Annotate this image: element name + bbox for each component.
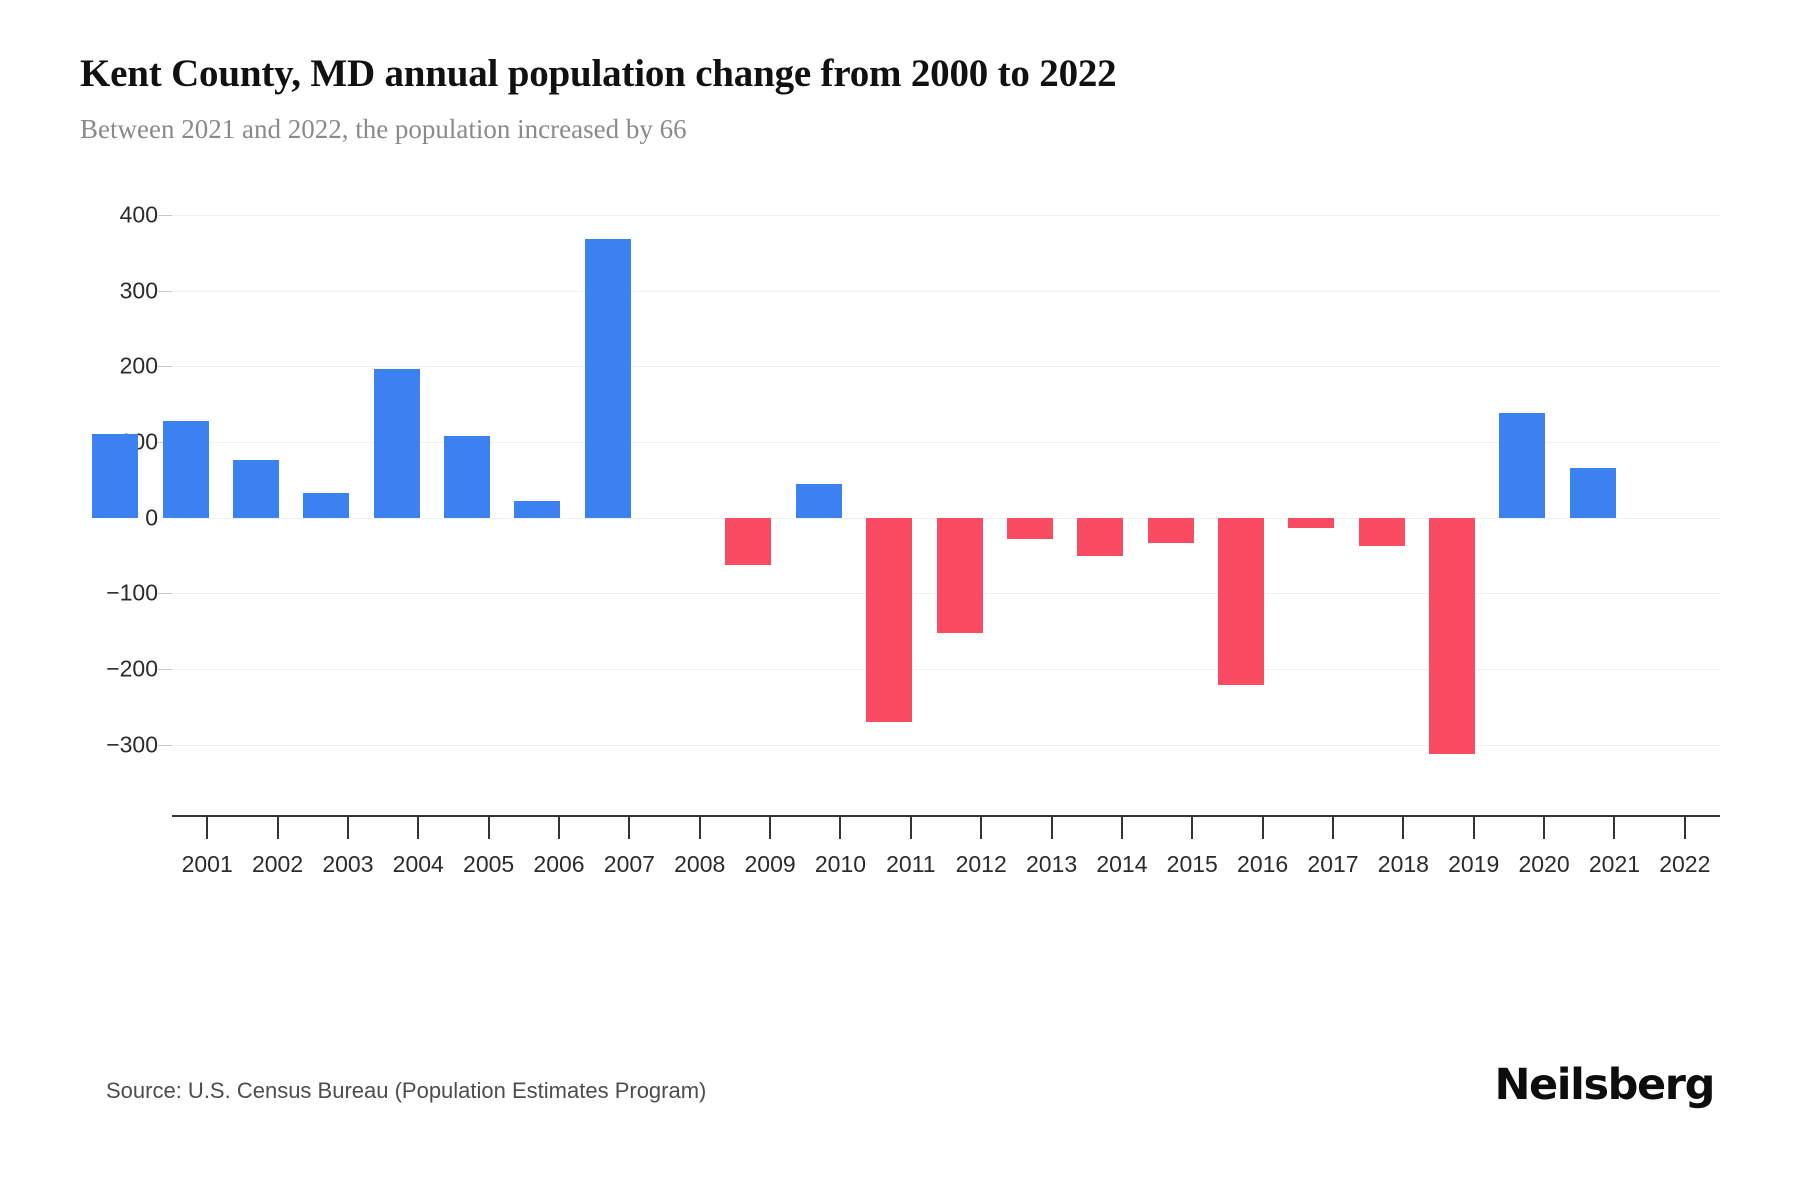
x-axis-tickmark <box>206 817 209 839</box>
bar-2012[interactable] <box>866 517 913 722</box>
y-axis-tick-label: 300 <box>119 277 158 304</box>
gridline <box>172 669 1720 671</box>
bar-2006[interactable] <box>444 435 490 518</box>
bar-2020[interactable] <box>1429 517 1476 754</box>
chart-header: Kent County, MD annual population change… <box>80 52 1720 145</box>
bar-2015[interactable] <box>1077 517 1124 556</box>
bar-2019[interactable] <box>1358 517 1405 547</box>
y-axis-tick-label: 0 <box>145 504 158 531</box>
x-axis-tickmark <box>839 817 842 839</box>
gridline <box>172 290 1720 292</box>
x-axis-tickmark <box>487 817 490 839</box>
x-axis-tickmark <box>1261 817 1264 839</box>
bar-2016[interactable] <box>1147 517 1194 543</box>
x-axis-tickmark <box>1050 817 1053 839</box>
gridline <box>172 744 1720 746</box>
bar-2003[interactable] <box>232 460 279 518</box>
y-axis-tickmark <box>158 215 172 216</box>
x-axis-tickmark <box>1120 817 1123 839</box>
y-axis-labels: 400 300 200 100 0 −100 −200 −300 <box>80 202 172 775</box>
x-axis-tickmark <box>558 817 560 839</box>
gridline <box>172 215 1720 216</box>
x-axis-tickmark <box>276 817 279 839</box>
bar-2007[interactable] <box>514 501 561 518</box>
y-axis-tickmark <box>158 593 172 595</box>
x-axis-tickmark <box>980 817 983 839</box>
x-axis-tickmark <box>346 817 349 839</box>
bar-2021[interactable] <box>1499 413 1546 518</box>
x-axis-tickmark <box>1613 817 1616 839</box>
x-axis-tick-label-2012: 2012 <box>955 851 1007 877</box>
x-axis-tick-label-2019: 2019 <box>1448 851 1500 877</box>
brand-logo: Neilsberg <box>1494 1060 1715 1110</box>
x-axis-tick-label-2009: 2009 <box>744 851 796 877</box>
x-axis-tick-label-2007: 2007 <box>603 851 655 877</box>
x-axis-tick-label-2013: 2013 <box>1025 851 1078 877</box>
bar-2022[interactable] <box>1569 467 1616 518</box>
x-axis-tick-label-2011: 2011 <box>886 851 936 877</box>
bar-2010[interactable] <box>725 517 772 566</box>
x-axis-tick-label-2022: 2022 <box>1659 851 1711 877</box>
x-axis-tick-label-2010: 2010 <box>814 851 867 877</box>
y-axis-tick-label: −200 <box>106 655 158 682</box>
y-axis-tick-label: 200 <box>119 352 158 379</box>
x-axis-tickmark <box>698 817 701 839</box>
x-axis-tickmark <box>1683 817 1686 839</box>
x-axis-tick-label-2014: 2014 <box>1096 851 1148 877</box>
x-axis-tickmark <box>909 817 912 839</box>
bar-2002[interactable] <box>162 420 209 518</box>
bar-2004[interactable] <box>303 492 350 518</box>
x-axis-tick-label-2004: 2004 <box>392 851 444 877</box>
bar-2005[interactable] <box>373 368 420 518</box>
bars-group <box>80 215 1720 775</box>
plot-area: 400 300 200 100 0 −100 −200 −300 2001 2002 2003 20… <box>80 202 1720 915</box>
x-axis-tick-label-2005: 2005 <box>463 851 515 877</box>
y-axis-tickmark <box>158 744 172 746</box>
bar-2017[interactable] <box>1218 517 1264 685</box>
x-axis-tickmark <box>1191 817 1194 839</box>
x-axis-tick-label-2015: 2015 <box>1166 851 1218 877</box>
y-axis-tickmark <box>158 290 172 292</box>
x-axis-tickmark <box>769 817 772 839</box>
bar-2011[interactable] <box>795 484 842 518</box>
y-axis-tickmark <box>158 366 172 368</box>
x-axis-tick-label-2006: 2006 <box>533 851 585 877</box>
x-axis-tickmark <box>1543 817 1546 839</box>
x-axis-tick-label-2008: 2008 <box>674 851 726 877</box>
x-axis-line <box>172 815 1720 817</box>
bar-2013[interactable] <box>936 517 983 633</box>
x-axis-tickmark <box>628 817 631 839</box>
page-title: Kent County, MD annual population change… <box>80 52 1117 95</box>
x-axis-tickmark <box>417 817 420 839</box>
y-axis-tick-label: 400 <box>119 201 158 228</box>
bar-2001[interactable] <box>92 433 139 518</box>
y-axis-tick-label: −300 <box>106 731 158 758</box>
y-axis-tick-label: −100 <box>106 579 158 606</box>
x-axis-tick-label-2017: 2017 <box>1307 851 1359 877</box>
x-axis-tickmark <box>1332 817 1334 839</box>
x-axis-tickmark <box>1472 817 1475 839</box>
y-axis-tickmark <box>158 669 172 671</box>
bar-2014[interactable] <box>1006 517 1053 539</box>
x-axis-tick-label-2016: 2016 <box>1237 851 1289 877</box>
x-axis-tick-label-2002: 2002 <box>251 851 304 877</box>
bar-2018[interactable] <box>1288 517 1335 529</box>
x-axis-tick-label-2003: 2003 <box>322 851 374 877</box>
chart-subtitle: Between 2021 and 2022, the population in… <box>80 113 687 144</box>
x-axis-tick-label-2021: 2021 <box>1588 851 1641 877</box>
source-note: Source: U.S. Census Bureau (Population E… <box>106 1078 707 1103</box>
gridline <box>172 366 1720 368</box>
bar-2008[interactable] <box>584 239 631 518</box>
gridline <box>172 442 1720 444</box>
x-axis-tick-label-2020: 2020 <box>1518 851 1570 877</box>
x-axis-tick-label-2018: 2018 <box>1377 851 1429 877</box>
x-axis-tick-label-2001: 2001 <box>181 851 233 877</box>
x-axis-tickmark <box>1402 817 1405 839</box>
